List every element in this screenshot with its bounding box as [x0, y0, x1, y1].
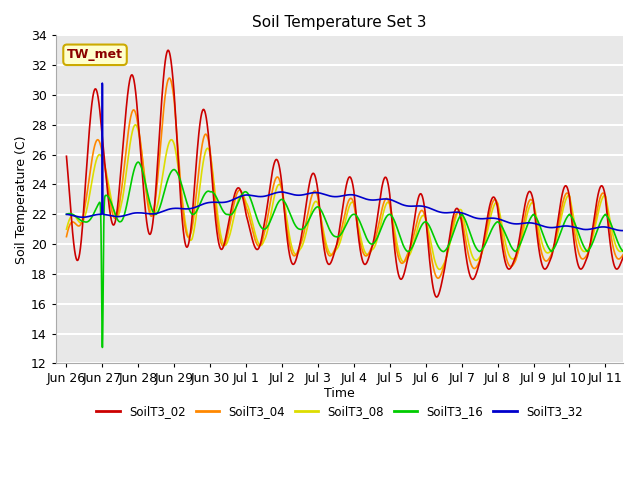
- Legend: SoilT3_02, SoilT3_04, SoilT3_08, SoilT3_16, SoilT3_32: SoilT3_02, SoilT3_04, SoilT3_08, SoilT3_…: [92, 401, 588, 423]
- X-axis label: Time: Time: [324, 387, 355, 400]
- Title: Soil Temperature Set 3: Soil Temperature Set 3: [252, 15, 427, 30]
- Text: TW_met: TW_met: [67, 48, 123, 61]
- Y-axis label: Soil Temperature (C): Soil Temperature (C): [15, 135, 28, 264]
